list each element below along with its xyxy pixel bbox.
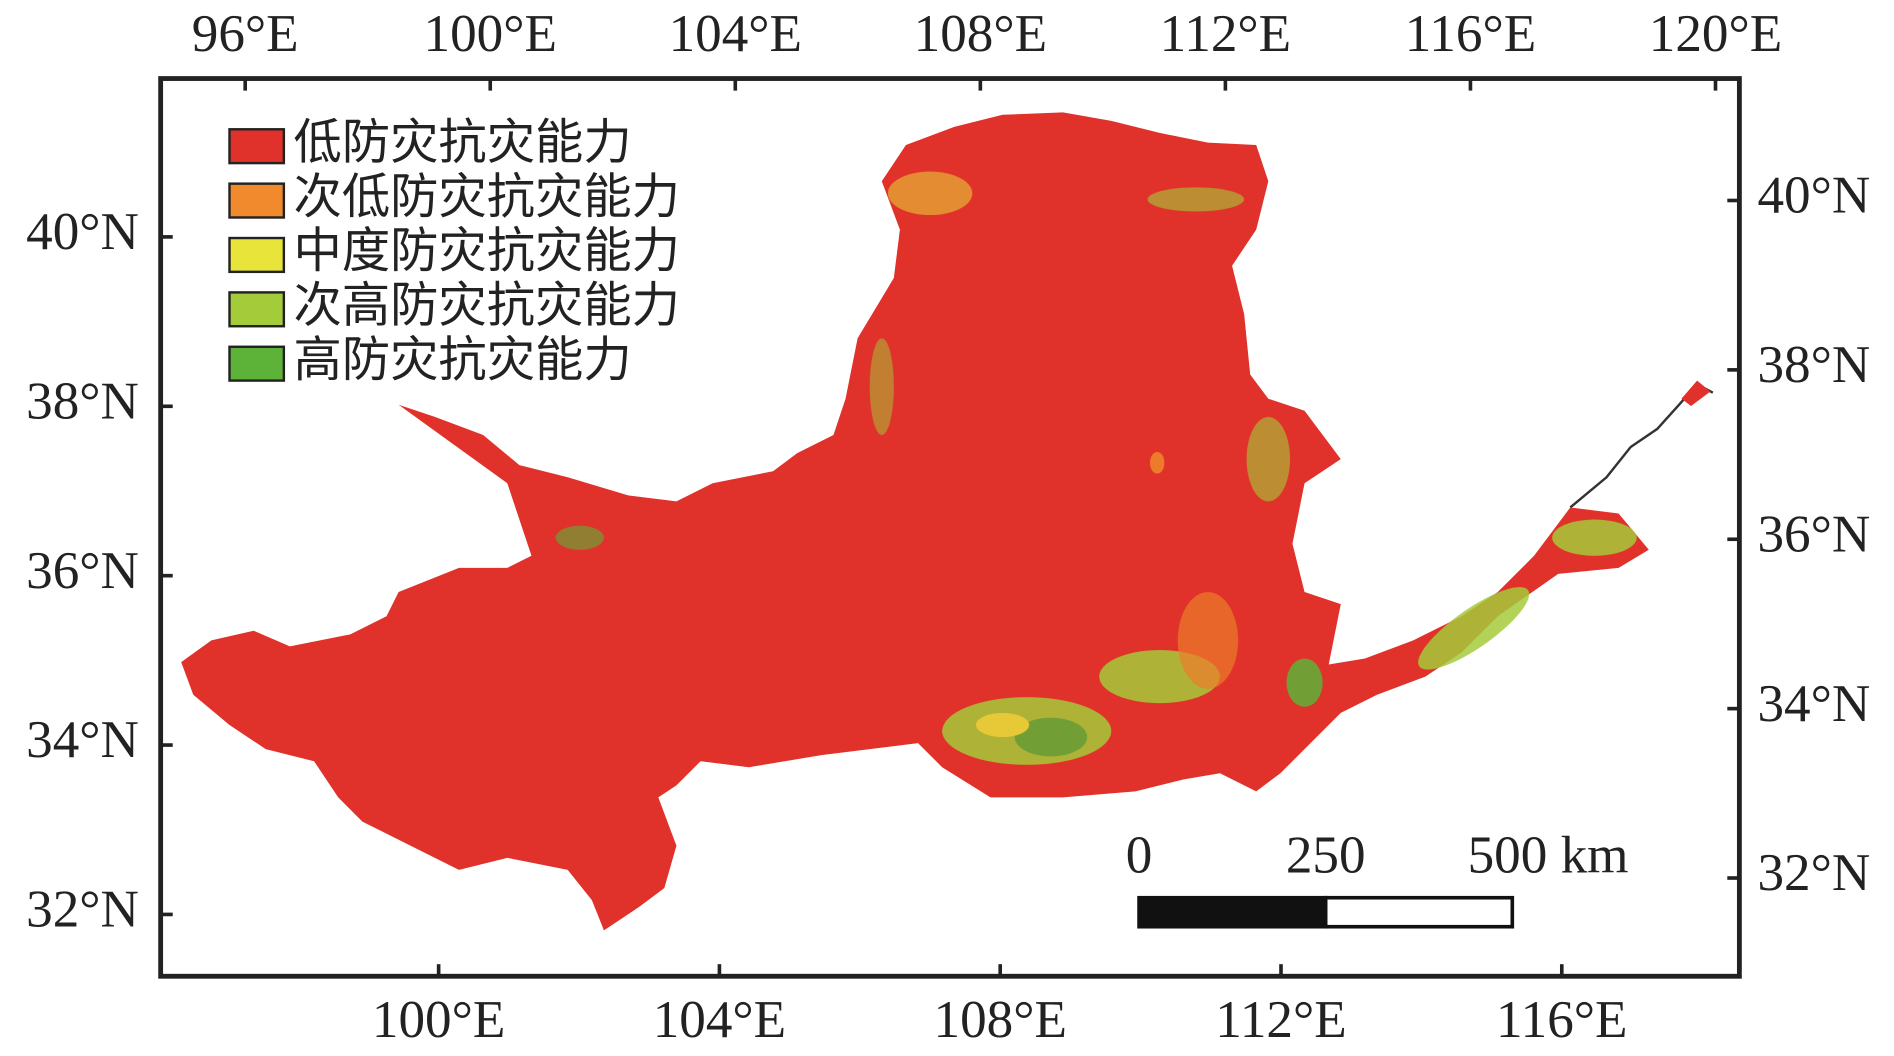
lat-label: 32°N — [26, 881, 139, 939]
legend-label: 次低防灾抗灾能力 — [294, 171, 680, 224]
lon-label: 104°E — [653, 991, 786, 1049]
lat-label: 34°N — [26, 711, 139, 769]
legend-swatch — [228, 128, 286, 165]
legend-label: 次高防灾抗灾能力 — [294, 280, 680, 333]
lon-label: 112°E — [1160, 5, 1291, 63]
lon-label: 96°E — [192, 5, 299, 63]
basin-area — [181, 112, 1649, 931]
scale-label: 250 — [1286, 826, 1366, 884]
lon-label: 116°E — [1405, 5, 1536, 63]
lon-label: 104°E — [669, 5, 802, 63]
legend-swatch — [228, 291, 286, 328]
lon-label: 100°E — [424, 5, 557, 63]
lat-label: 34°N — [1758, 675, 1871, 733]
patches — [555, 171, 1637, 765]
lon-label: 108°E — [934, 991, 1067, 1049]
map-frame — [158, 76, 1742, 979]
legend-label: 中度防灾抗灾能力 — [294, 225, 680, 278]
lat-label: 40°N — [26, 203, 139, 261]
lon-label: 120°E — [1649, 5, 1782, 63]
delta-tip — [1681, 380, 1711, 406]
scale-segment — [1137, 895, 1328, 929]
legend-swatch — [228, 236, 286, 274]
lat-label: 36°N — [26, 542, 139, 600]
lat-label: 38°N — [26, 372, 139, 430]
lon-label: 108°E — [914, 5, 1047, 63]
lat-label: 36°N — [1758, 505, 1871, 563]
legend-label: 低防灾抗灾能力 — [294, 116, 632, 169]
scale-segment — [1323, 895, 1515, 929]
lon-label: 116°E — [1496, 991, 1627, 1049]
legend-swatch — [228, 345, 286, 382]
basin — [181, 112, 1714, 931]
scale-label: 0 — [1126, 826, 1153, 884]
lat-label: 38°N — [1758, 336, 1871, 394]
legend-label: 高防灾抗灾能力 — [294, 334, 632, 387]
lon-label: 100°E — [372, 991, 505, 1049]
scale-label: 500 km — [1468, 826, 1629, 884]
lat-label: 32°N — [1758, 844, 1871, 902]
legend-swatch — [228, 182, 286, 219]
lon-label: 112°E — [1215, 991, 1346, 1049]
lat-label: 40°N — [1758, 167, 1871, 225]
